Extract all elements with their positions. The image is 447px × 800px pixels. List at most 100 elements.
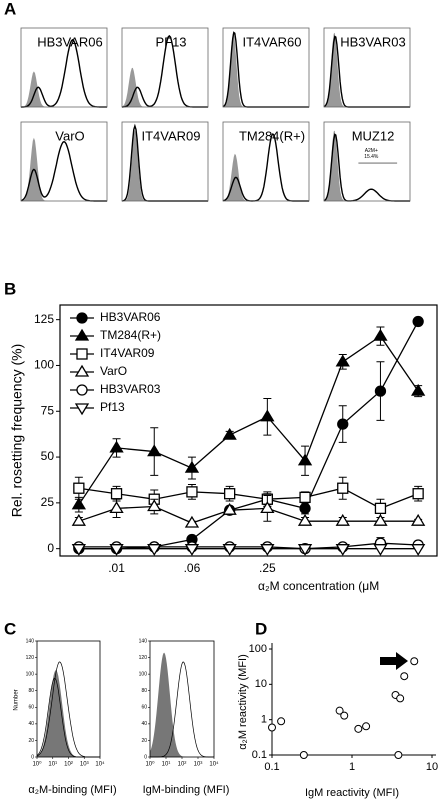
histogram-label: HB3VAR06 bbox=[37, 34, 103, 49]
plot-frame bbox=[59, 304, 438, 557]
point bbox=[73, 482, 85, 494]
point bbox=[374, 502, 387, 515]
x-axis-label: IgM reactivity (MFI) bbox=[305, 787, 399, 799]
point bbox=[297, 544, 313, 556]
x-tick-label: 10⁰ bbox=[32, 761, 42, 768]
panel-label: A bbox=[4, 0, 16, 18]
x-tick-label: .25 bbox=[259, 561, 276, 575]
point bbox=[260, 544, 275, 556]
y-tick-label: 0.1 bbox=[252, 749, 267, 761]
point bbox=[222, 502, 237, 515]
point bbox=[396, 694, 405, 703]
point bbox=[297, 513, 313, 526]
point bbox=[147, 544, 162, 556]
y-axis-label: α₂M reactivity (MFI) bbox=[237, 654, 249, 750]
point bbox=[394, 751, 403, 759]
histogram-label: VarO bbox=[55, 128, 84, 143]
point bbox=[411, 513, 426, 526]
point bbox=[184, 544, 200, 556]
y-tick-label: 125 bbox=[34, 312, 54, 326]
x-tick-label: 10⁴ bbox=[95, 761, 105, 768]
arrow bbox=[380, 652, 408, 670]
point bbox=[260, 501, 275, 514]
y-tick-label: 80 bbox=[141, 688, 147, 694]
point bbox=[299, 502, 311, 515]
y-tick-label: 100 bbox=[139, 671, 148, 677]
histogram-label: IT4VAR09 bbox=[141, 128, 200, 143]
histogram bbox=[21, 38, 107, 108]
point bbox=[184, 515, 200, 528]
histogram-control bbox=[324, 32, 410, 108]
legend-label: VarO bbox=[100, 364, 127, 378]
legend-marker bbox=[76, 384, 88, 396]
y-tick-label: 20 bbox=[141, 738, 147, 744]
y-tick-label: 80 bbox=[28, 688, 34, 694]
histogram-frame bbox=[121, 27, 209, 108]
legend-label: TM284(R+) bbox=[100, 328, 161, 342]
histogram-frame bbox=[323, 121, 411, 202]
histogram-frame bbox=[121, 121, 209, 202]
point bbox=[260, 409, 275, 422]
y-tick-label: 25 bbox=[41, 495, 55, 509]
histogram-frame bbox=[222, 27, 310, 108]
point bbox=[277, 717, 286, 726]
histogram-control bbox=[21, 137, 107, 201]
point bbox=[299, 751, 308, 759]
series-line bbox=[78, 335, 419, 506]
histogram-frame bbox=[20, 27, 108, 108]
gate-label: 15.4% bbox=[364, 154, 379, 160]
series-line bbox=[78, 505, 419, 524]
point bbox=[337, 418, 349, 430]
point bbox=[412, 488, 424, 500]
point bbox=[186, 486, 198, 498]
y-tick-label: 75 bbox=[41, 403, 55, 417]
y-tick-label: 140 bbox=[139, 638, 148, 644]
x-axis-label: IgM-binding (MFI) bbox=[143, 784, 230, 796]
point bbox=[297, 453, 313, 466]
point bbox=[335, 354, 350, 367]
y-tick-label: 40 bbox=[141, 721, 147, 727]
x-tick-label: 10¹ bbox=[162, 762, 171, 768]
legend-marker bbox=[74, 364, 90, 377]
x-tick-label: 10¹ bbox=[48, 762, 57, 768]
y-tick-label: 1 bbox=[261, 714, 267, 726]
legend-label: Pf13 bbox=[100, 400, 125, 414]
series-line bbox=[78, 542, 419, 550]
point bbox=[109, 440, 124, 453]
histogram-control bbox=[324, 130, 410, 201]
point bbox=[110, 488, 123, 500]
y-tick-label: 0 bbox=[31, 754, 34, 760]
histogram-control bbox=[37, 670, 100, 757]
y-tick-label: 0 bbox=[47, 541, 54, 555]
y-tick-label: 10 bbox=[255, 678, 267, 690]
x-tick-label: 10² bbox=[178, 762, 187, 768]
legend-label: IT4VAR09 bbox=[100, 346, 155, 360]
x-tick-label: 10⁰ bbox=[145, 761, 155, 768]
histogram-label: IT4VAR60 bbox=[242, 34, 301, 49]
y-tick-label: 120 bbox=[139, 655, 148, 661]
histogram-control bbox=[122, 67, 208, 107]
y-tick-label: 60 bbox=[28, 705, 34, 711]
point bbox=[362, 722, 371, 731]
y-tick-label: 100 bbox=[26, 671, 35, 677]
legend-marker bbox=[74, 328, 90, 341]
y-tick-label: 120 bbox=[26, 655, 35, 661]
point bbox=[410, 657, 419, 666]
point bbox=[109, 544, 124, 556]
point bbox=[373, 328, 388, 341]
gate-label: A2M+ bbox=[365, 148, 378, 154]
x-tick-label: 10³ bbox=[194, 762, 203, 768]
point bbox=[374, 385, 387, 397]
histogram-frame bbox=[222, 121, 310, 202]
x-tick-label: 0.1 bbox=[264, 761, 279, 773]
panel-label: D bbox=[255, 619, 267, 638]
point bbox=[373, 544, 388, 556]
point bbox=[184, 460, 200, 473]
panel-label: C bbox=[4, 619, 16, 638]
point bbox=[71, 497, 86, 510]
x-tick-label: .01 bbox=[108, 561, 125, 575]
legend-marker bbox=[74, 403, 90, 416]
point bbox=[71, 513, 86, 526]
point bbox=[412, 315, 424, 328]
